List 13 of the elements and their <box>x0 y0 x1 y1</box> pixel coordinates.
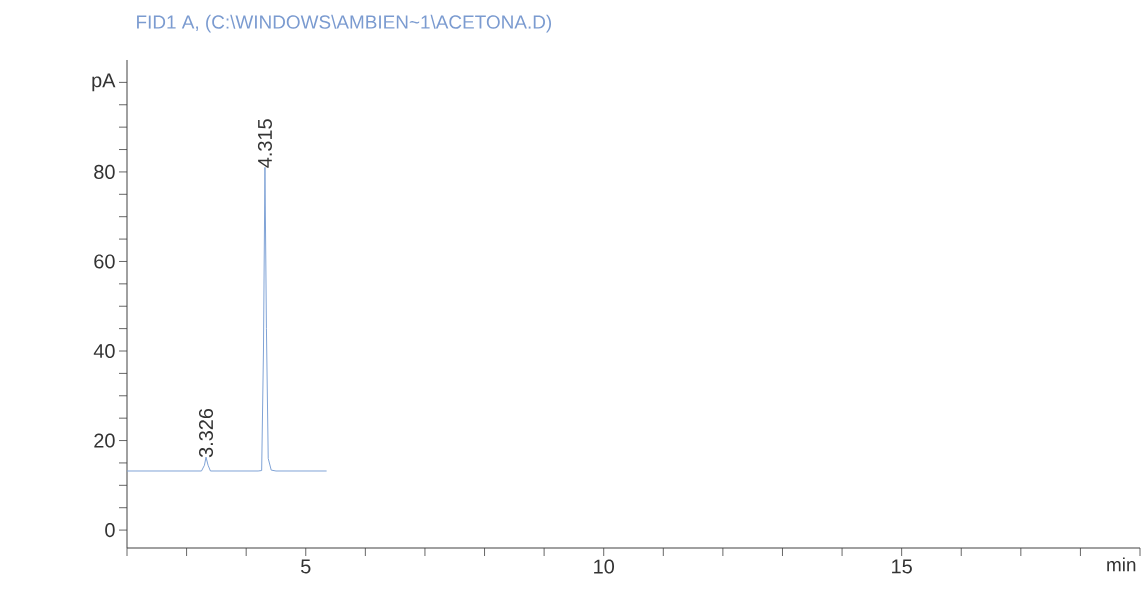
x-axis-title: min <box>1107 557 1136 572</box>
y-tick-label: 0 <box>105 523 115 538</box>
y-tick-label: 40 <box>93 343 115 359</box>
chart-title: FID1 A, (C:\WINDOWS\AMBIEN~1\ACETONA.D) <box>137 14 552 33</box>
x-tick-label: 5 <box>301 559 311 574</box>
x-tick-label: 10 <box>594 559 614 574</box>
annotation: 4.315 <box>257 119 272 168</box>
x-tick-label: 15 <box>892 559 912 574</box>
y-tick-label: 20 <box>94 433 115 448</box>
annotation: 3.326 <box>198 408 214 458</box>
y-tick-label: 80 <box>94 164 115 179</box>
y-tick-label: pA <box>92 73 116 92</box>
y-tick-label: 60 <box>94 254 115 269</box>
